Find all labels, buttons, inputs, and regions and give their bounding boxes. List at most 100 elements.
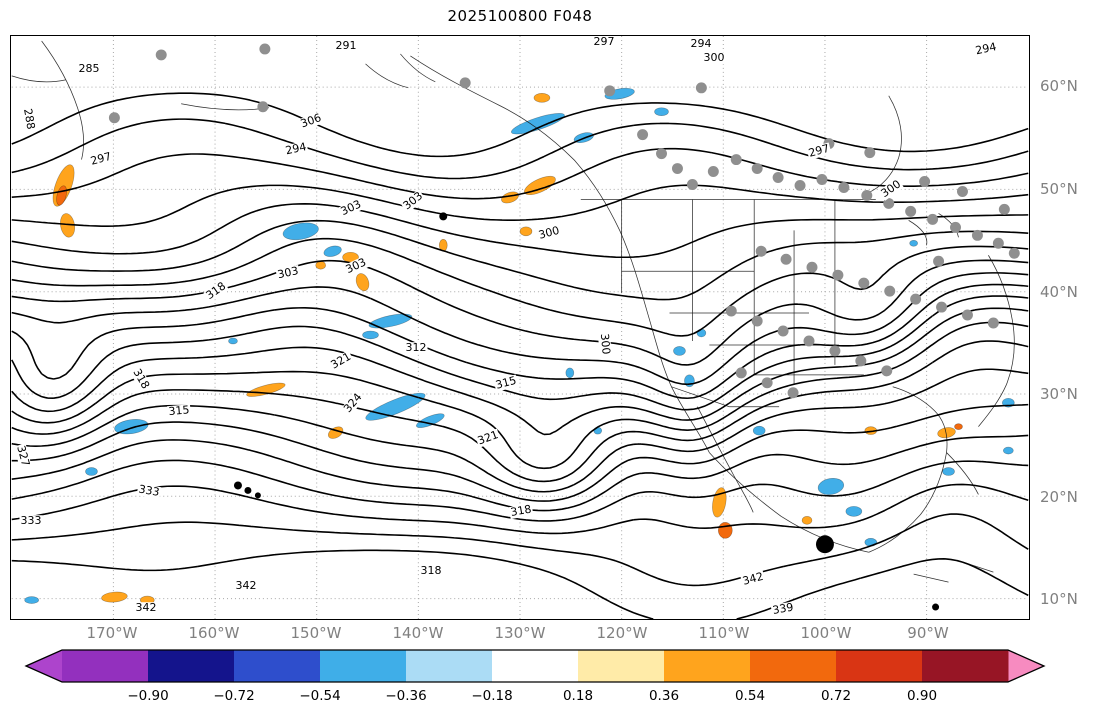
- contour-line: [11, 368, 1029, 493]
- longitude-tick-label: 170°W: [86, 624, 138, 642]
- station-dot: [961, 309, 973, 321]
- station-dot: [838, 181, 850, 193]
- station-dot: [927, 213, 939, 225]
- colorbar-segment: [664, 650, 751, 682]
- anomaly-patch: [282, 222, 319, 241]
- longitude-tick-label: 130°W: [494, 624, 546, 642]
- contour-label: 291: [334, 39, 358, 53]
- station-dot: [971, 229, 983, 241]
- station-dot: [858, 277, 870, 289]
- contour-line: [11, 184, 1029, 227]
- colorbar-tick-label: 0.54: [734, 688, 766, 704]
- colorbar: [24, 649, 1046, 683]
- map-plot-area: 285 288 291 297 294 300 294 297 294 306 303 303 300 3…: [10, 35, 1030, 620]
- black-marker-dot: [244, 486, 252, 494]
- station-dot: [459, 77, 471, 89]
- contour-line: [11, 237, 1029, 337]
- station-dot: [957, 185, 968, 197]
- contour-label: 312: [404, 341, 428, 355]
- anomaly-patch: [533, 93, 551, 103]
- black-markers: [233, 212, 940, 611]
- station-dot: [707, 166, 719, 178]
- colorbar-segment: [750, 650, 837, 682]
- colorbar-segment: [148, 650, 235, 682]
- anomaly-patch: [323, 245, 342, 257]
- black-marker-dot: [233, 481, 242, 490]
- anomaly-patch: [511, 113, 565, 135]
- black-marker-dot: [254, 492, 261, 499]
- longitude-tick-label: 110°W: [698, 624, 750, 642]
- contour-label: 342: [234, 579, 258, 593]
- anomaly-patch: [801, 516, 813, 525]
- station-dot: [881, 365, 893, 377]
- contour-label: 300: [702, 51, 726, 65]
- colorbar-segment: [320, 650, 407, 682]
- contour-label: 318: [419, 564, 443, 578]
- latitude-tick-label: 10°N: [1040, 590, 1078, 609]
- anomaly-patch: [315, 260, 326, 270]
- station-dot: [803, 335, 815, 347]
- anomaly-patch: [654, 107, 669, 117]
- station-dot: [730, 154, 742, 166]
- station-dot: [806, 261, 818, 273]
- anomaly-patch: [519, 226, 533, 237]
- black-marker-dot: [439, 212, 448, 221]
- station-dot: [725, 305, 737, 317]
- station-dot: [855, 355, 867, 367]
- longitude-tick-label: 160°W: [188, 624, 240, 642]
- contour-line: [11, 283, 1029, 400]
- station-dot: [883, 197, 895, 209]
- anomaly-patch: [752, 425, 766, 436]
- colorbar-tick-label: 0.90: [906, 688, 938, 704]
- anomaly-patch: [817, 477, 845, 495]
- anomaly-patch: [1003, 446, 1014, 455]
- contour-line: [11, 403, 1029, 502]
- contour-line: [11, 513, 1029, 587]
- contour-label: 285: [77, 62, 101, 76]
- station-dot: [919, 176, 931, 187]
- anomaly-patch: [942, 467, 955, 476]
- station-dot: [155, 49, 167, 61]
- station-dot: [884, 285, 896, 297]
- black-marker-dot: [932, 603, 940, 611]
- colorbar-segment: [234, 650, 321, 682]
- colorbar-under-arrow: [26, 650, 62, 682]
- contour-label: 333: [19, 514, 43, 528]
- contour-label: 342: [134, 601, 158, 615]
- latitude-tick-label: 60°N: [1040, 77, 1078, 96]
- station-dot: [772, 172, 784, 183]
- black-marker-dot: [815, 535, 834, 554]
- colorbar-tick-label: −0.54: [299, 688, 341, 704]
- contour-label: 300: [597, 332, 613, 356]
- station-dot: [108, 112, 120, 124]
- colorbar-over-arrow: [1008, 650, 1044, 682]
- station-dot: [671, 163, 683, 175]
- station-dot: [950, 221, 961, 233]
- station-dot: [637, 129, 649, 141]
- anomaly-patch: [845, 506, 863, 517]
- latitude-tick-label: 50°N: [1040, 179, 1078, 198]
- station-dot: [695, 82, 707, 94]
- station-dot: [861, 189, 873, 201]
- station-dots: [108, 43, 1020, 399]
- colorbar-tick-label: 0.18: [562, 688, 594, 704]
- latitude-tick-label: 30°N: [1040, 385, 1078, 404]
- anomaly-patch: [954, 423, 963, 430]
- colorbar-tick-label: −0.36: [385, 688, 427, 704]
- contour-line: [11, 118, 1029, 180]
- contour-line: [11, 549, 1029, 619]
- anomaly-patch: [355, 273, 370, 292]
- contour-line: [11, 434, 1029, 512]
- anomaly-patch: [362, 330, 379, 340]
- colorbar-segment: [836, 650, 923, 682]
- longitude-tick-label: 100°W: [800, 624, 852, 642]
- contour-line: [11, 272, 1029, 386]
- contour-line: [11, 321, 1029, 470]
- station-dot: [933, 255, 945, 267]
- colorbar-segment: [62, 650, 149, 682]
- station-dot: [998, 203, 1010, 215]
- longitude-tick-label: 120°W: [596, 624, 648, 642]
- anomaly-patch: [718, 522, 733, 539]
- colorbar-segment: [578, 650, 665, 682]
- anomaly-patch: [673, 346, 686, 356]
